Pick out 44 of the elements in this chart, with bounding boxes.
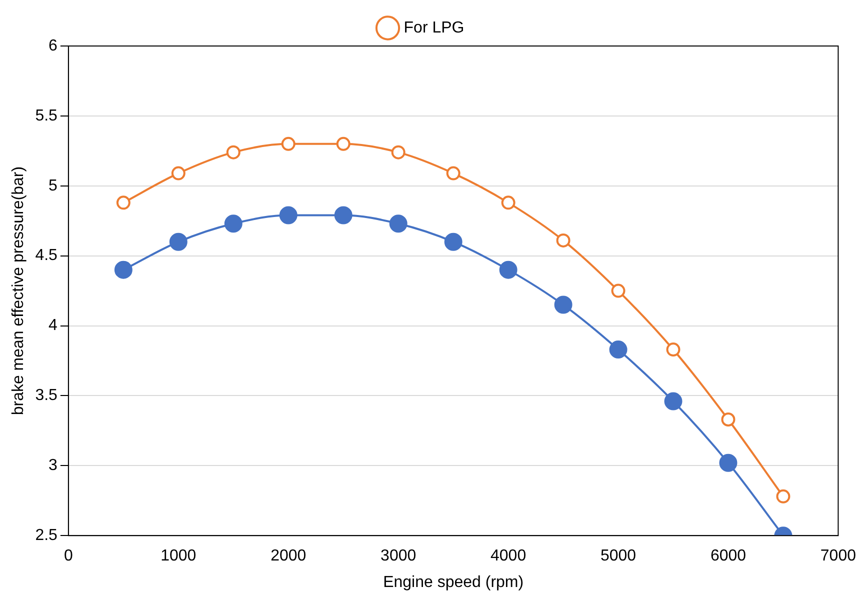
- point: [721, 412, 736, 426]
- point: [334, 206, 352, 224]
- point: [391, 145, 406, 160]
- x-tick-label: 2000: [270, 548, 306, 565]
- point: [664, 392, 682, 410]
- point: [336, 136, 350, 151]
- y-tick-label: 3: [48, 457, 58, 474]
- point: [556, 233, 570, 248]
- point: [719, 454, 738, 472]
- x-tick-label: 7000: [820, 548, 856, 565]
- x-tick-label: 1000: [160, 548, 196, 565]
- point: [609, 340, 628, 359]
- point: [446, 166, 460, 180]
- point: [226, 145, 240, 160]
- point: [666, 342, 680, 357]
- y-tick-label: 4: [48, 317, 58, 334]
- point: [281, 136, 296, 151]
- y-axis-title: brake mean effective pressure(bar): [10, 166, 28, 416]
- point: [499, 260, 518, 279]
- point: [611, 284, 626, 298]
- x-tick-label: 5000: [600, 548, 636, 565]
- x-axis-title: Engine speed (rpm): [383, 574, 524, 591]
- legend-label: For LPG: [404, 19, 464, 36]
- y-tick-label: 6: [48, 37, 58, 54]
- point: [444, 232, 462, 251]
- point: [501, 196, 516, 210]
- point: [224, 214, 242, 233]
- y-tick-label: 3.5: [35, 387, 58, 404]
- y-tick-label: 5: [48, 177, 58, 194]
- point: [171, 166, 186, 180]
- y-tick-label: 5.5: [35, 107, 58, 124]
- x-tick-label: 4000: [490, 548, 526, 565]
- point: [776, 489, 790, 504]
- point: [279, 206, 298, 224]
- point: [389, 214, 408, 233]
- point: [114, 260, 132, 279]
- point: [169, 232, 188, 251]
- point: [116, 196, 130, 210]
- y-tick-label: 2.5: [35, 527, 58, 544]
- x-tick-label: 3000: [380, 548, 416, 565]
- point: [554, 296, 572, 314]
- x-tick-label: 0: [64, 548, 73, 565]
- y-tick-label: 4.5: [35, 247, 58, 264]
- x-tick-label: 6000: [710, 548, 746, 565]
